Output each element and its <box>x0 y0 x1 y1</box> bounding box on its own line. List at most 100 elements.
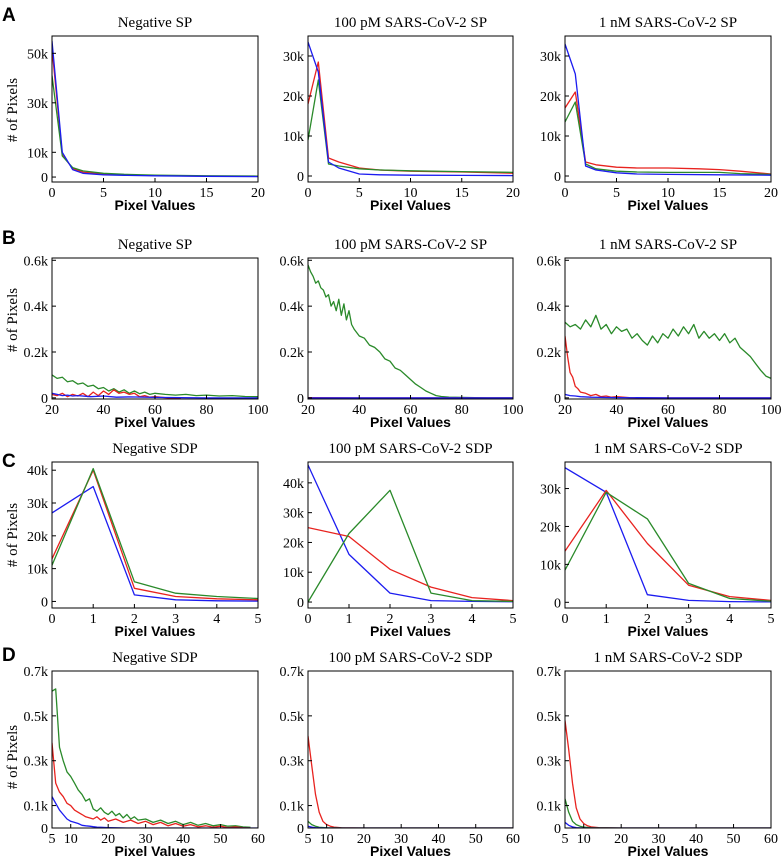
chart-2-1: 100 pM SARS-CoV-2 SDP 0 1 2 3 4 5 0 10k 20k 30k 40k… <box>283 441 517 639</box>
chart-1-2-ytick-label-3: 0.6k <box>537 254 562 269</box>
chart-0-1-series-group <box>308 41 513 177</box>
chart-2-1-series-group <box>308 464 513 603</box>
chart-3-1-xtick-label-6: 60 <box>506 832 520 847</box>
chart-1-0-title: Negative SP <box>118 237 193 253</box>
chart-3-0-series-group <box>52 688 258 828</box>
chart-3-1-frame <box>307 670 514 829</box>
chart-1-0-xtick-label-1: 40 <box>97 403 111 418</box>
chart-3-2-xtick-label-3: 30 <box>652 832 666 847</box>
chart-1-1-xlabel: Pixel Values <box>370 414 451 430</box>
chart-1-0-ytick-label-1: 0.2k <box>24 346 49 361</box>
chart-2-0-series-blue <box>52 485 258 602</box>
chart-3-0-ytick-label-2: 0.3k <box>24 755 49 770</box>
chart-0-2-xtick-label-1: 5 <box>613 186 620 201</box>
chart-2-0-ytick-label-3: 30k <box>27 497 48 512</box>
chart-0-0-xtick-label-3: 15 <box>200 186 214 201</box>
chart-2-0-ytick-label-0: 0 <box>41 595 48 610</box>
chart-0-0-ytick-label-1: 10k <box>27 146 48 161</box>
chart-3-2-ytick-label-1: 0.1k <box>537 800 562 815</box>
chart-1-0-ytick-label-0: 0 <box>41 392 48 407</box>
chart-3-2-ytick-label-3: 0.5k <box>537 710 562 725</box>
chart-3-2-series-blue <box>565 821 771 828</box>
chart-2-0-xtick-label-5: 5 <box>255 612 262 627</box>
y-axis-label-row-d: # of Pixels <box>5 725 21 789</box>
panel-label-a: A <box>2 5 16 26</box>
chart-2-2-xtick-label-2: 2 <box>644 612 651 627</box>
chart-3-1-xtick-label-2: 20 <box>357 832 371 847</box>
chart-3-0-xtick-label-2: 20 <box>101 832 115 847</box>
chart-3-1-ytick-label-2: 0.3k <box>280 755 305 770</box>
chart-2-0-xlabel: Pixel Values <box>115 623 196 639</box>
chart-0-0-ytick-label-3: 50k <box>27 47 48 62</box>
chart-3-1-xtick-label-5: 50 <box>469 832 483 847</box>
chart-3-0-title: Negative SDP <box>112 650 197 666</box>
chart-1-1-series-green <box>308 264 513 399</box>
chart-3-2-xlabel: Pixel Values <box>628 843 709 859</box>
chart-2-0-xtick-label-2: 2 <box>131 612 138 627</box>
chart-2-1-series-red <box>308 526 513 602</box>
chart-2-2-ytick-label-2: 20k <box>540 520 561 535</box>
chart-0-0-xlabel: Pixel Values <box>115 197 196 213</box>
chart-2-0-series-green <box>52 467 258 600</box>
chart-2-2-xtick-label-1: 1 <box>603 612 610 627</box>
chart-3-2: 1 nM SARS-CoV-2 SDP 5 10 20 30 40 50 60 0 0.1k 0.3… <box>537 650 779 859</box>
chart-0-2-ytick-label-1: 10k <box>540 130 561 145</box>
chart-2-2-title: 1 nM SARS-CoV-2 SDP <box>593 441 742 457</box>
chart-1-1-xtick-label-1: 40 <box>352 403 366 418</box>
chart-0-2: 1 nM SARS-CoV-2 SP 0 5 10 15 20 0 10k 20k 30k Pixe… <box>540 15 778 213</box>
chart-3-0-xtick-label-1: 10 <box>64 832 78 847</box>
chart-2-0-ytick-label-4: 40k <box>27 464 48 479</box>
chart-0-2-xtick-label-0: 0 <box>562 186 569 201</box>
chart-0-0-series-group <box>52 40 258 178</box>
chart-2-1-xtick-label-4: 4 <box>469 612 476 627</box>
chart-1-0-xtick-label-4: 100 <box>248 403 269 418</box>
chart-0-0-ytick-label-0: 0 <box>41 171 48 186</box>
chart-1-1-xtick-label-3: 80 <box>455 403 469 418</box>
chart-3-1: 100 pM SARS-CoV-2 SDP 5 10 20 30 40 50 60 0 0.1k 0… <box>280 650 521 859</box>
chart-1-1-title: 100 pM SARS-CoV-2 SP <box>334 237 487 253</box>
chart-1-2-series-group <box>565 314 771 399</box>
chart-1-1-ytick-label-3: 0.6k <box>280 254 305 269</box>
chart-3-0-xlabel: Pixel Values <box>115 843 196 859</box>
chart-0-1-xtick-label-0: 0 <box>305 186 312 201</box>
chart-2-1-xlabel: Pixel Values <box>370 623 451 639</box>
chart-0-2-xtick-label-2: 10 <box>661 186 675 201</box>
chart-0-1-xtick-label-4: 20 <box>506 186 520 201</box>
chart-3-2-frame <box>564 670 772 829</box>
chart-2-2-ytick-label-1: 10k <box>540 558 561 573</box>
chart-2-2-xlabel: Pixel Values <box>628 623 709 639</box>
chart-3-0-xtick-label-6: 60 <box>251 832 265 847</box>
chart-1-2-series-green <box>565 314 771 379</box>
chart-0-1-xtick-label-3: 15 <box>455 186 469 201</box>
chart-2-1-xtick-label-0: 0 <box>305 612 312 627</box>
chart-0-1-xtick-label-2: 10 <box>404 186 418 201</box>
chart-0-0-series-blue <box>52 40 258 178</box>
chart-0-0-ytick-label-2: 30k <box>27 97 48 112</box>
chart-1-0-xlabel: Pixel Values <box>115 414 196 430</box>
chart-1-1-ytick-label-2: 0.4k <box>280 300 305 315</box>
panel-label-c: C <box>2 451 16 472</box>
chart-3-0-series-green <box>52 688 251 828</box>
chart-3-2-xtick-label-4: 40 <box>689 832 703 847</box>
chart-0-1-ytick-label-0: 0 <box>297 170 304 185</box>
chart-2-1-ytick-label-3: 30k <box>283 507 304 522</box>
chart-1-2-xtick-label-1: 40 <box>610 403 624 418</box>
chart-1-2-xtick-label-4: 100 <box>761 403 782 418</box>
chart-3-1-ytick-label-0: 0 <box>297 822 304 837</box>
chart-0-2-xtick-label-4: 20 <box>764 186 778 201</box>
chart-1-0-ytick-label-3: 0.6k <box>24 254 49 269</box>
chart-3-2-xtick-label-2: 20 <box>614 832 628 847</box>
chart-3-1-xtick-label-1: 10 <box>320 832 334 847</box>
chart-2-1-ytick-label-1: 10k <box>283 566 304 581</box>
y-axis-label-row-c: # of Pixels <box>5 503 21 567</box>
chart-2-1-xtick-label-5: 5 <box>510 612 517 627</box>
chart-1-1-ytick-label-0: 0 <box>297 392 304 407</box>
chart-3-0-ytick-label-3: 0.5k <box>24 710 49 725</box>
chart-3-1-xlabel: Pixel Values <box>370 843 451 859</box>
chart-0-0-xtick-label-0: 0 <box>49 186 56 201</box>
chart-0-2-series-green <box>565 101 771 176</box>
chart-3-2-ytick-label-2: 0.3k <box>537 755 562 770</box>
chart-3-1-xtick-label-3: 30 <box>394 832 408 847</box>
